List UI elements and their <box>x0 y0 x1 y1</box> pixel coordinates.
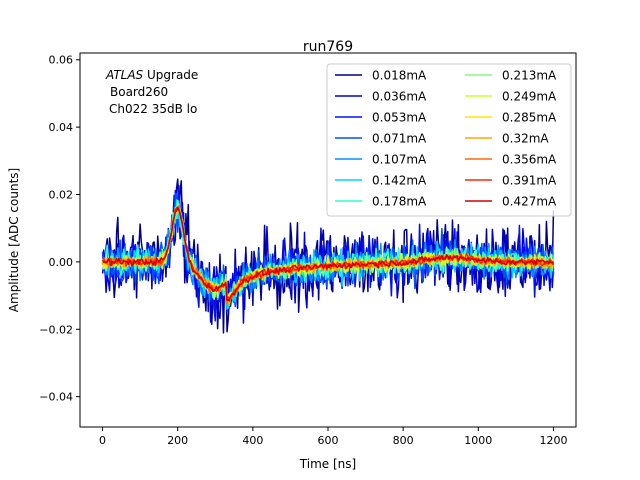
legend-label: 0.142mA <box>372 174 427 188</box>
annotation-line-1: ATLAS Upgrade <box>105 68 198 82</box>
legend: 0.018mA 0.036mA 0.053mA 0.071mA 0.107mA 0.142… <box>326 63 572 217</box>
atlas-annotation: ATLAS Upgrade Board260 Ch022 35dB lo <box>105 68 198 116</box>
x-tick-label: 400 <box>242 434 263 447</box>
legend-box <box>326 63 572 217</box>
y-tick-label: 0.00 <box>49 256 74 269</box>
x-tick-label: 800 <box>393 434 414 447</box>
legend-label: 0.32mA <box>502 132 549 146</box>
legend-label: 0.427mA <box>502 195 557 209</box>
annotation-upgrade-word: Upgrade <box>143 68 198 82</box>
x-axis: 0 200 400 600 800 1000 1200 <box>99 427 567 447</box>
legend-label: 0.285mA <box>502 111 557 125</box>
y-axis: −0.04 −0.02 0.00 0.02 0.04 0.06 <box>39 54 80 404</box>
legend-label: 0.053mA <box>372 111 427 125</box>
legend-items: 0.018mA 0.036mA 0.053mA 0.071mA 0.107mA 0.142… <box>335 69 557 209</box>
x-tick-label: 1200 <box>539 434 567 447</box>
legend-label: 0.107mA <box>372 153 427 167</box>
y-tick-label: −0.04 <box>39 391 73 404</box>
legend-label: 0.036mA <box>372 90 427 104</box>
series-line <box>101 192 555 309</box>
chart-title: run769 <box>303 39 353 55</box>
annotation-line-2: Board260 <box>110 85 168 99</box>
legend-label: 0.071mA <box>372 132 427 146</box>
annotation-line-3: Ch022 35dB lo <box>109 102 197 116</box>
legend-label: 0.391mA <box>502 174 557 188</box>
y-tick-label: 0.02 <box>49 189 74 202</box>
legend-label: 0.213mA <box>502 69 557 83</box>
x-tick-label: 1000 <box>464 434 492 447</box>
legend-label: 0.178mA <box>372 195 427 209</box>
x-tick-label: 600 <box>318 434 339 447</box>
legend-label: 0.018mA <box>372 69 427 83</box>
legend-label: 0.249mA <box>502 90 557 104</box>
annotation-atlas-word: ATLAS <box>105 68 144 82</box>
y-tick-label: 0.06 <box>49 54 74 67</box>
series-layer <box>101 178 555 334</box>
y-tick-label: −0.02 <box>39 323 73 336</box>
x-tick-label: 200 <box>167 434 188 447</box>
x-axis-label: Time [ns] <box>299 457 356 471</box>
y-axis-label: Amplitude [ADC counts] <box>7 168 21 312</box>
legend-label: 0.356mA <box>502 153 557 167</box>
x-tick-label: 0 <box>99 434 106 447</box>
series-line <box>101 206 555 302</box>
y-tick-label: 0.04 <box>49 121 74 134</box>
